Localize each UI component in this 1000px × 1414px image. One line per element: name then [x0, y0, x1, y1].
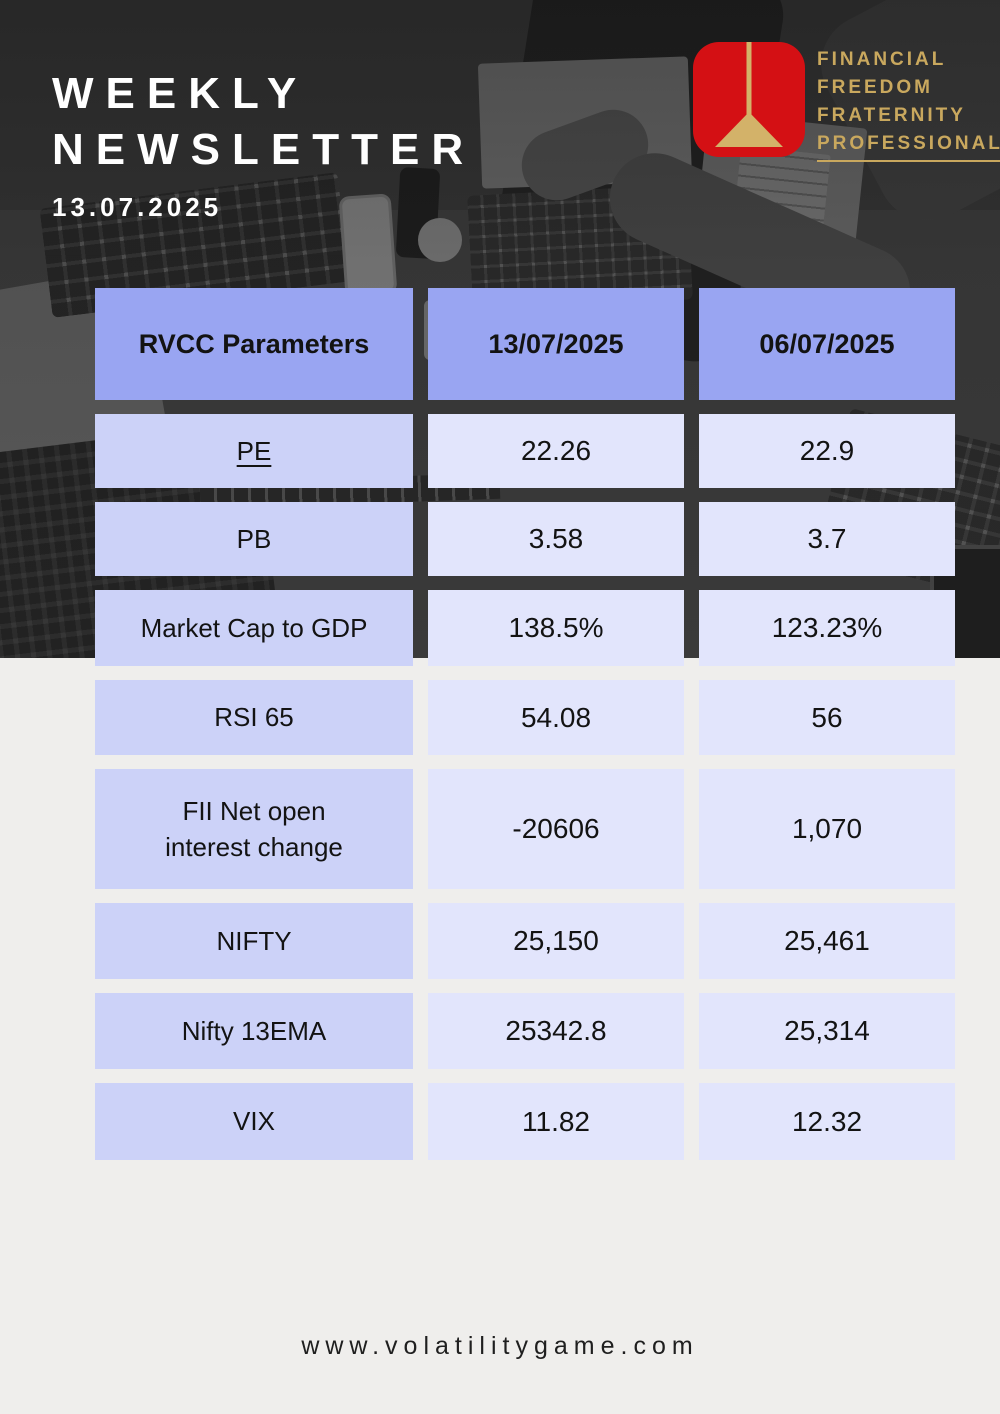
row-label-nifty-13ema: Nifty 13EMA: [95, 993, 413, 1069]
vix-previous-value: 12.32: [699, 1083, 955, 1160]
column-header-previous-week: 06/07/2025: [699, 288, 955, 400]
pe-current-value: 22.26: [428, 414, 684, 488]
row-label-market-cap-to-gdp: Market Cap to GDP: [95, 590, 413, 666]
brand-line-professional: PROFESSIONAL: [817, 130, 1000, 162]
row-label-nifty: NIFTY: [95, 903, 413, 979]
vix-current-value: 11.82: [428, 1083, 684, 1160]
rsi-previous-value: 56: [699, 680, 955, 755]
pendulum-candle-icon: [693, 42, 805, 157]
market-cap-current-value: 138.5%: [428, 590, 684, 666]
market-cap-previous-value: 123.23%: [699, 590, 955, 666]
column-header-current-week: 13/07/2025: [428, 288, 684, 400]
brand-logo: FINANCIAL FREEDOM FRATERNITY PROFESSIONA…: [693, 42, 1000, 162]
pb-previous-value: 3.7: [699, 502, 955, 576]
row-label-pe: PE: [95, 414, 413, 488]
website-link[interactable]: www.volatilitygame.com: [301, 1332, 699, 1360]
pe-previous-value: 22.9: [699, 414, 955, 488]
brand-line-freedom: FREEDOM: [817, 77, 933, 98]
fii-current-value: -20606: [428, 769, 684, 889]
column-header-parameters: RVCC Parameters: [95, 288, 413, 400]
row-label-pb: PB: [95, 502, 413, 576]
nifty-13ema-current-value: 25342.8: [428, 993, 684, 1069]
row-label-vix: VIX: [95, 1083, 413, 1160]
brand-wordmark: FINANCIAL FREEDOM FRATERNITY PROFESSIONA…: [817, 42, 1000, 162]
row-label-rsi: RSI 65: [95, 680, 413, 755]
brand-line-fraternity: FRATERNITY: [817, 105, 966, 126]
footer: www.volatilitygame.com: [0, 1332, 1000, 1361]
rvcc-parameters-table: RVCC Parameters 13/07/2025 06/07/2025 PE…: [95, 288, 955, 1160]
rsi-current-value: 54.08: [428, 680, 684, 755]
title-block: WEEKLY NEWSLETTER 13.07.2025: [52, 66, 475, 223]
fii-label-text: FII Net open interest change: [165, 796, 343, 862]
nifty-previous-value: 25,461: [699, 903, 955, 979]
fii-previous-value: 1,070: [699, 769, 955, 889]
pb-current-value: 3.58: [428, 502, 684, 576]
page-title-line1: WEEKLY: [52, 69, 309, 118]
page-title-line2: NEWSLETTER: [52, 125, 476, 174]
newsletter-date: 13.07.2025: [52, 192, 223, 222]
brand-line-financial: FINANCIAL: [817, 49, 947, 70]
pe-label-text: PE: [236, 435, 272, 466]
nifty-13ema-previous-value: 25,314: [699, 993, 955, 1069]
nifty-current-value: 25,150: [428, 903, 684, 979]
row-label-fii-net-open-interest: FII Net open interest change: [95, 769, 413, 889]
